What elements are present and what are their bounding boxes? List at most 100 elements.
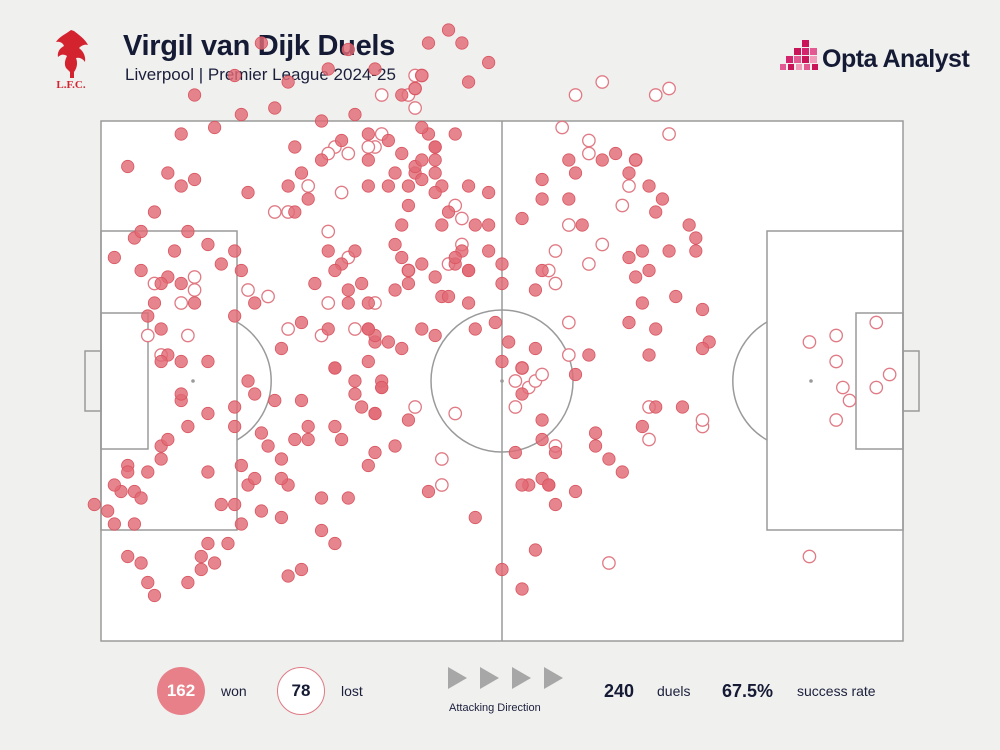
duel-won-point — [201, 406, 215, 421]
duel-won-point — [428, 270, 442, 284]
duel-won-point — [502, 335, 516, 349]
duel-won-point — [341, 42, 355, 57]
duel-won-point — [528, 341, 543, 356]
duel-won-point — [602, 452, 616, 466]
duel-lost-point — [455, 211, 469, 226]
duel-won-point — [134, 491, 148, 505]
duel-won-point — [174, 276, 188, 291]
duel-lost-point — [869, 315, 884, 330]
direction-arrow-icon — [544, 667, 563, 689]
duel-won-point — [328, 419, 342, 434]
duel-won-point — [214, 497, 228, 512]
duel-won-point — [368, 406, 382, 421]
duel-won-point — [254, 36, 268, 50]
duel-won-point — [415, 257, 429, 271]
duel-won-point — [461, 75, 476, 89]
duel-won-point — [187, 296, 202, 310]
duel-won-point — [381, 179, 395, 193]
duel-won-point — [401, 263, 416, 278]
duels-count: 240 — [604, 681, 635, 701]
duel-won-point — [161, 432, 175, 447]
duel-won-point — [568, 166, 583, 180]
duel-won-point — [622, 166, 636, 180]
duel-won-point — [368, 62, 382, 76]
duel-won-point — [341, 283, 355, 297]
duel-won-point — [341, 491, 355, 505]
duel-won-point — [328, 536, 342, 551]
duel-won-point — [622, 250, 636, 265]
duel-won-point — [134, 224, 148, 239]
direction-arrow-icon — [448, 667, 467, 689]
duel-won-point — [388, 439, 402, 453]
duel-won-point — [328, 361, 342, 375]
duel-won-point — [134, 556, 148, 570]
duel-won-point — [288, 205, 302, 219]
duel-won-point — [107, 517, 121, 531]
duel-lost-point — [561, 218, 576, 232]
duel-lost-point — [140, 328, 155, 343]
duel-won-point — [361, 296, 375, 310]
duel-won-point — [308, 276, 322, 291]
duel-won-point — [127, 517, 142, 531]
duel-won-point — [268, 393, 282, 408]
duel-won-point — [629, 153, 643, 167]
duel-won-point — [395, 88, 409, 102]
duel-lost-point — [348, 322, 362, 336]
duel-won-point — [535, 432, 549, 447]
duel-won-point — [361, 354, 375, 369]
duel-won-point — [375, 380, 389, 395]
right-goal — [902, 350, 920, 412]
duel-won-point — [228, 244, 242, 258]
duel-lost-point — [434, 452, 449, 466]
duel-won-point — [528, 543, 543, 557]
duel-won-point — [542, 478, 556, 492]
duel-lost-point — [187, 270, 202, 284]
duel-won-point — [415, 120, 429, 135]
duel-won-point — [194, 549, 208, 564]
centre-circle — [430, 309, 574, 453]
duel-lost-point — [695, 413, 710, 427]
duel-lost-point — [341, 146, 356, 161]
duel-won-point — [348, 107, 362, 122]
duel-lost-point — [408, 101, 422, 115]
duel-lost-point — [582, 257, 596, 271]
duel-won-point — [321, 62, 335, 76]
duel-won-point — [107, 250, 121, 265]
duel-won-point — [575, 218, 589, 232]
duel-won-point — [254, 426, 268, 440]
duel-won-point — [515, 361, 529, 375]
duel-won-point — [415, 153, 429, 167]
duel-lost-point — [561, 315, 576, 330]
duel-won-point — [208, 120, 222, 135]
duel-lost-point — [267, 205, 282, 219]
duel-won-point — [348, 374, 362, 388]
duel-won-point — [595, 153, 609, 167]
duel-lost-point — [548, 276, 563, 291]
duel-lost-point — [582, 133, 596, 148]
left-goal — [84, 350, 102, 412]
duel-won-point — [281, 75, 295, 89]
duel-won-point — [228, 497, 242, 512]
duel-won-point — [121, 159, 135, 174]
duel-won-point — [228, 309, 242, 323]
duel-lost-point — [448, 406, 463, 421]
duel-won-point — [448, 250, 462, 265]
duel-won-point — [415, 322, 429, 336]
duel-lost-point — [508, 374, 523, 388]
duel-won-point — [388, 166, 402, 180]
duel-won-point — [361, 127, 375, 141]
duel-won-point — [174, 387, 188, 401]
duel-won-point — [234, 517, 248, 531]
duel-won-point — [328, 263, 342, 278]
duel-lost-point — [555, 120, 570, 135]
duel-won-point — [161, 166, 175, 180]
duel-won-point — [268, 101, 282, 115]
duel-lost-point — [281, 322, 295, 336]
duel-lost-point — [334, 185, 349, 200]
duel-lost-point — [595, 237, 610, 252]
duel-won-point — [468, 322, 482, 336]
duel-won-point — [495, 562, 509, 577]
duel-won-point — [294, 393, 309, 408]
duel-won-point — [174, 354, 188, 369]
duel-won-point — [401, 198, 416, 213]
